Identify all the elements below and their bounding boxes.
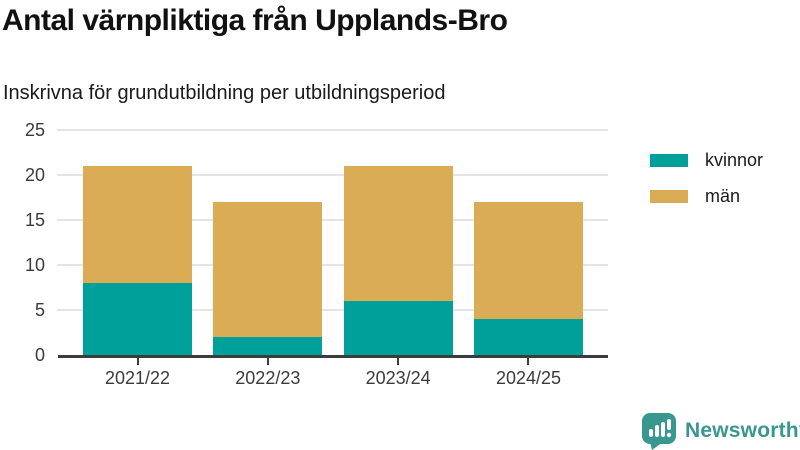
x-tick-label-2022/23: 2022/23 [235, 368, 301, 388]
newsworthy-wordmark: Newsworthy [685, 419, 800, 442]
x-tick-label-2023/24: 2023/24 [365, 368, 431, 388]
bar-segment-kvinnor-2024/25 [473, 319, 583, 355]
x-tick-label-2021/22: 2021/22 [104, 368, 171, 388]
bar-column-2021/22: 2021/22 [83, 130, 192, 388]
legend-label-kvinnor: kvinnor [705, 150, 764, 170]
bar-stack [83, 130, 192, 355]
chart-subtitle: Inskrivna för grundutbildning per utbild… [3, 82, 446, 104]
y-tick-label-25: 25 [24, 120, 45, 140]
bar-segment-män-2021/22 [83, 166, 192, 283]
legend: kvinnor män [650, 150, 763, 207]
bar-segment-kvinnor-2021/22 [83, 283, 192, 355]
legend-item-män: män [650, 186, 763, 207]
bar-stack [343, 130, 453, 355]
gridline-20 [57, 174, 608, 176]
chart-title: Antal värnpliktiga från Upplands-Bro [2, 4, 508, 37]
gridline-5 [57, 309, 608, 311]
y-tick-label-5: 5 [34, 300, 45, 320]
y-tick-label-20: 20 [24, 165, 45, 185]
legend-label-män: män [705, 186, 741, 206]
bar-segment-kvinnor-2023/24 [343, 301, 453, 355]
bar-column-2024/25: 2024/25 [473, 130, 583, 388]
bar-chart-speech-bubble-icon [642, 413, 676, 450]
bar-segment-män-2023/24 [343, 166, 453, 301]
bar-stack [473, 130, 583, 355]
bar-stack [213, 130, 323, 355]
legend-item-kvinnor: kvinnor [650, 150, 763, 171]
legend-swatch-kvinnor [650, 154, 688, 167]
bar-column-2022/23: 2022/23 [213, 130, 323, 388]
gridline-15 [57, 219, 608, 221]
bar-segment-män-2022/23 [213, 202, 323, 337]
y-tick-label-10: 10 [24, 255, 45, 275]
bar-column-2023/24: 2023/24 [343, 130, 453, 388]
y-tick-label-15: 15 [24, 210, 45, 230]
x-tick-2022/23 [266, 358, 269, 365]
y-tick-label-0: 0 [34, 345, 45, 365]
bar-segment-kvinnor-2022/23 [213, 337, 323, 355]
bars-container: 2021/22 2022/23 2023/24 2024/25 [58, 130, 608, 388]
gridline-10 [57, 264, 608, 266]
plot-area: 0 5 10 15 20 25 2021/22 2022/23 2023/24 2024/25 [25, 120, 608, 388]
x-tick-2021/22 [136, 358, 139, 365]
bar-segment-män-2024/25 [473, 202, 583, 319]
x-tick-label-2024/25: 2024/25 [495, 368, 562, 388]
legend-swatch-män [650, 190, 688, 203]
x-tick-2023/24 [397, 358, 400, 365]
x-tick-2024/25 [527, 358, 530, 365]
gridline-25 [57, 129, 608, 131]
newsworthy-logo: Newsworthy [640, 412, 800, 450]
